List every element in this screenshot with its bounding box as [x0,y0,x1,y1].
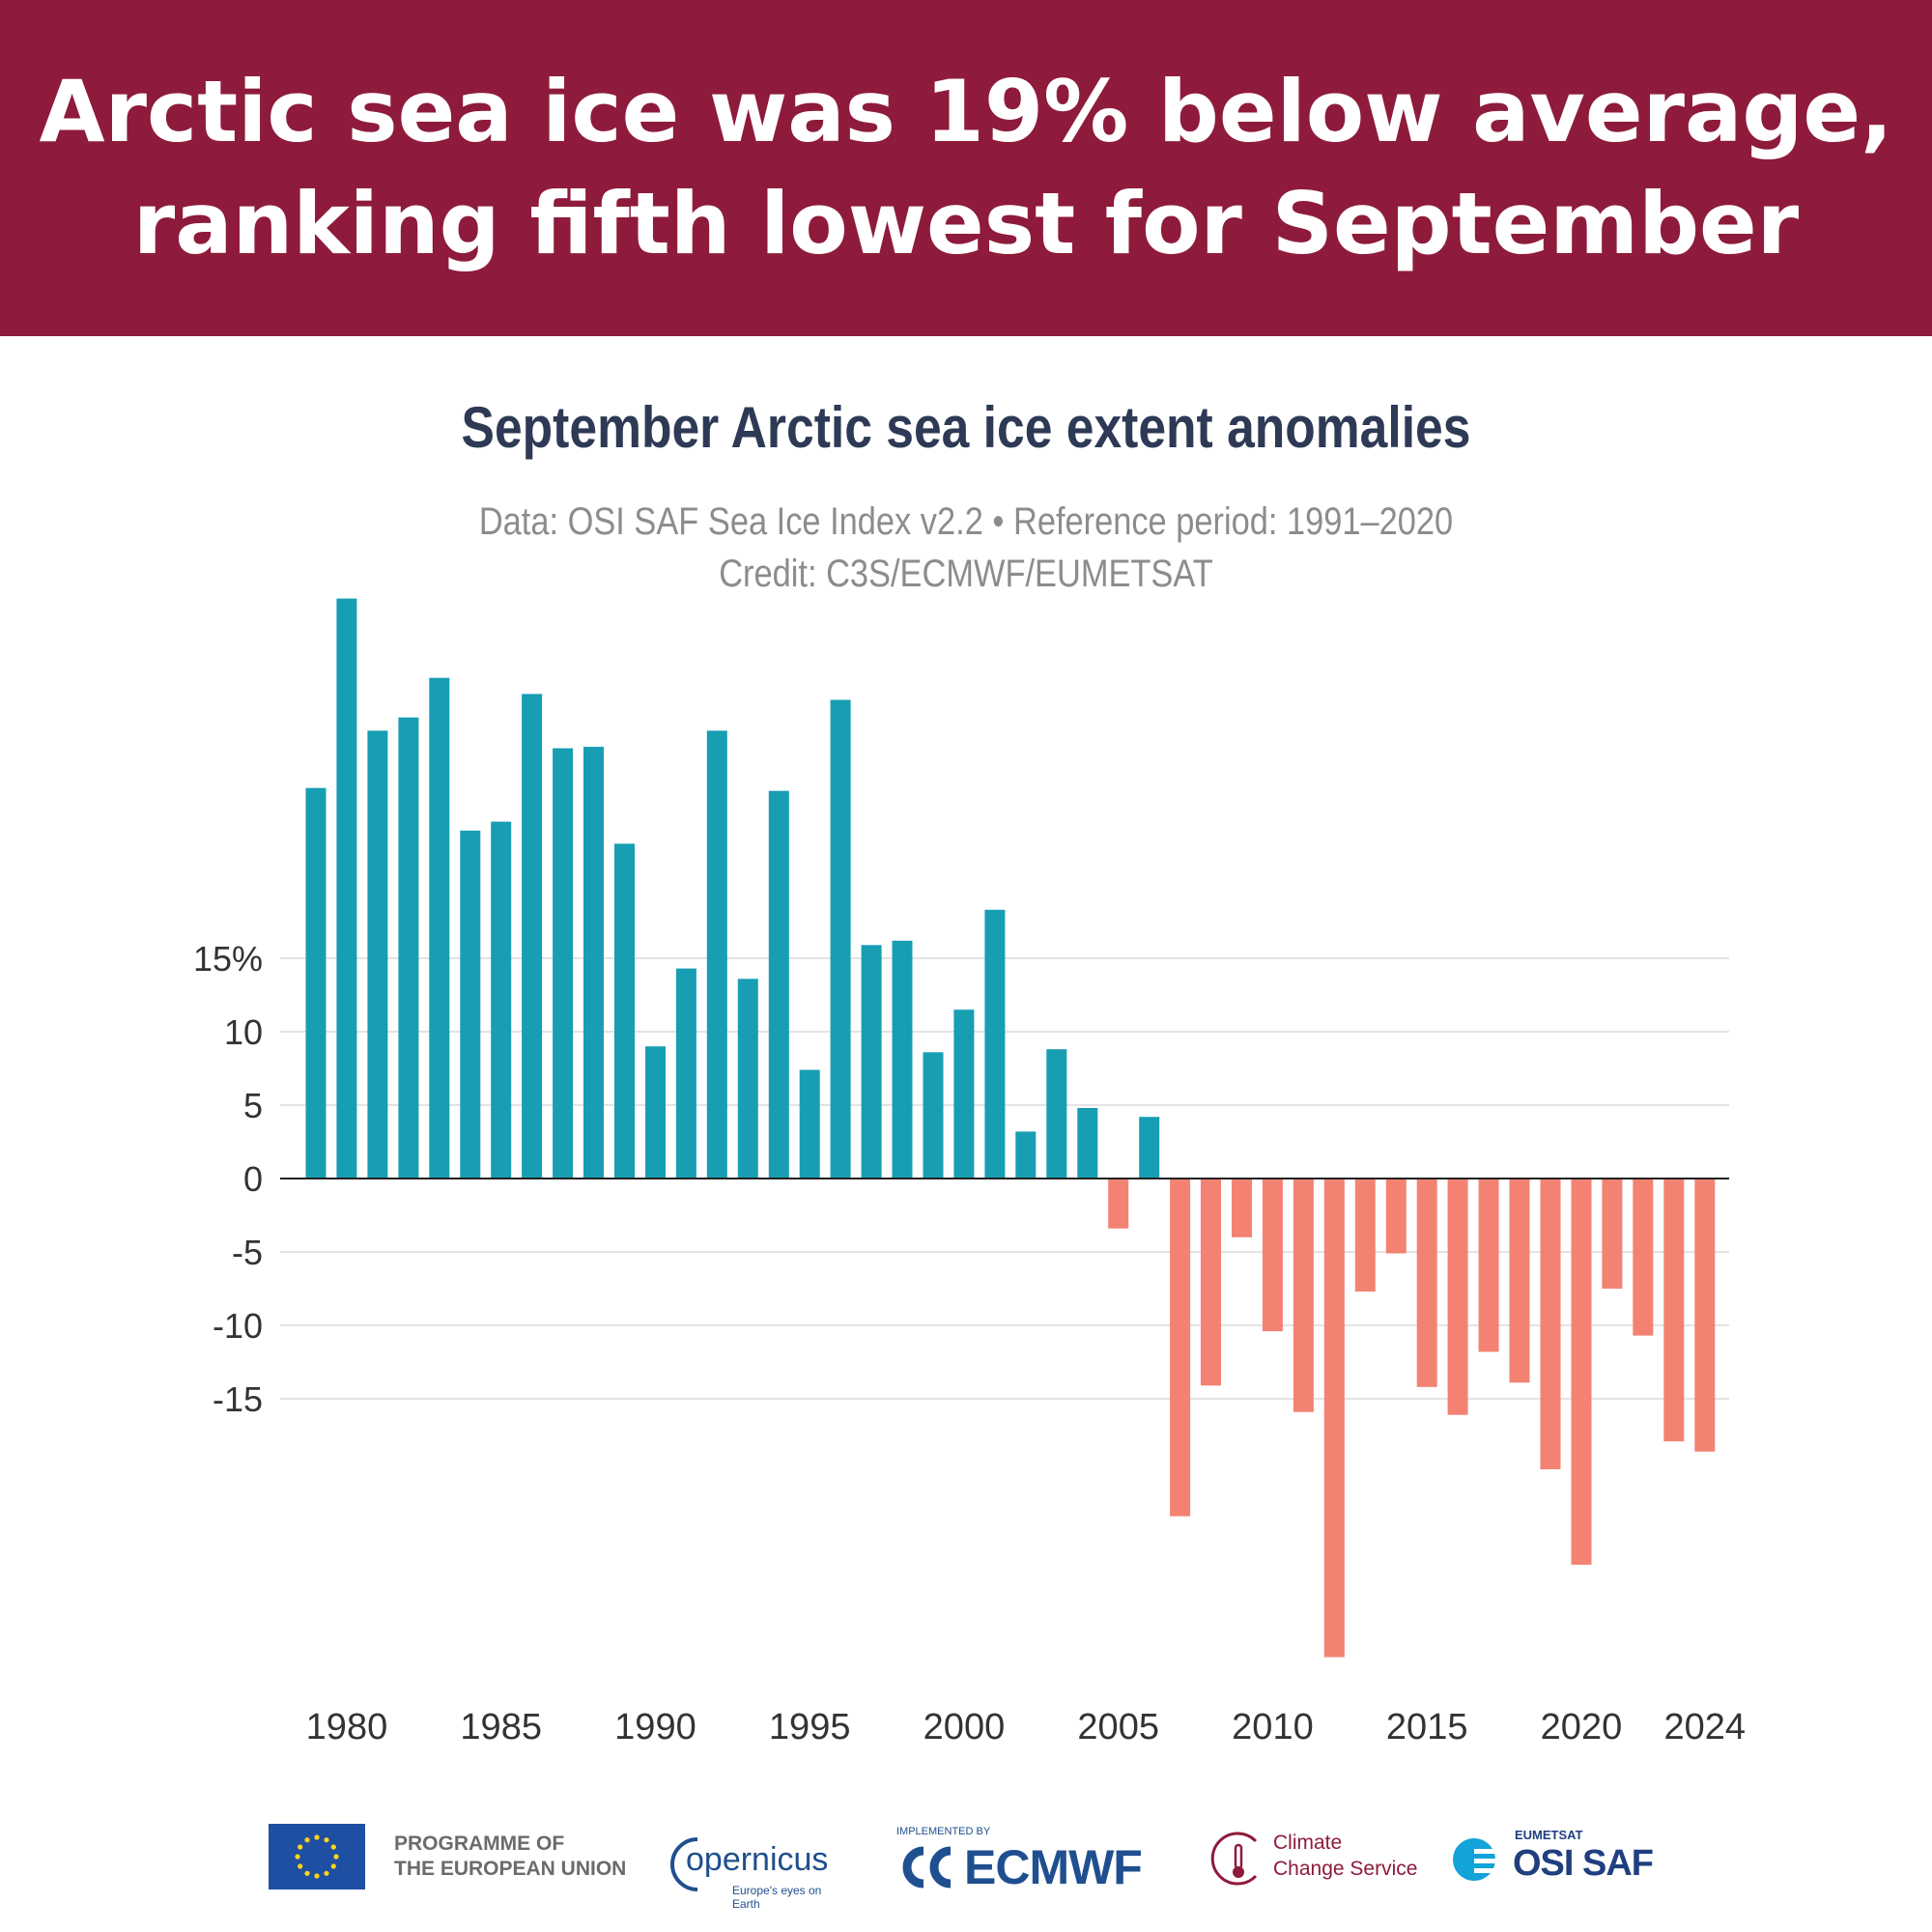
x-tick-label: 2000 [923,1707,1006,1747]
bar-2023 [1663,1179,1685,1442]
x-tick-label: 2010 [1232,1707,1314,1747]
x-tick-label: 2015 [1386,1707,1468,1747]
bar-1988 [583,747,604,1179]
x-tick-label: 2020 [1541,1707,1623,1747]
bar-1996 [830,699,851,1179]
x-tick-label: 2024 [1663,1707,1746,1747]
bar-1986 [522,694,543,1179]
eu-flag-icon [269,1824,365,1889]
climate-change-service-icon [1208,1828,1269,1889]
y-tick-label: 5 [243,1086,263,1125]
bar-2000 [953,1009,975,1179]
bar-2015 [1416,1179,1437,1387]
bar-2017 [1478,1179,1499,1352]
ecmwf-logo-text: ECMWF [964,1840,1143,1894]
bar-1999 [923,1052,944,1179]
x-tick-label: 1980 [306,1707,388,1747]
bar-1992 [706,730,727,1179]
bar-1983 [429,677,450,1179]
climate-change-service-text: Climate Change Service [1273,1832,1418,1880]
partner-logos: PROGRAMME OF THE EUROPEAN UNION opernicu… [0,1806,1932,1913]
bar-2003 [1046,1049,1067,1179]
osi-saf-icon [1451,1835,1509,1884]
eumetsat-text: EUMETSAT [1515,1828,1583,1842]
bar-1985 [491,821,512,1179]
bar-1998 [892,940,913,1179]
x-tick-label: 1985 [460,1707,542,1747]
bar-1987 [553,748,574,1179]
bar-2004 [1077,1108,1098,1179]
bar-2006 [1139,1117,1160,1179]
bar-2019 [1540,1179,1561,1469]
bar-2013 [1354,1179,1376,1292]
bar-2022 [1633,1179,1654,1336]
ecmwf-implemented-by: IMPLEMENTED BY [896,1826,991,1837]
bar-2005 [1108,1179,1129,1229]
bar-2008 [1201,1179,1221,1386]
bar-2021 [1602,1179,1623,1289]
chart-subtitle: Data: OSI SAF Sea Ice Index v2.2 • Refer… [478,500,1454,543]
y-tick-label: 0 [243,1159,263,1199]
bar-1994 [768,790,789,1179]
bar-2001 [984,909,1006,1179]
bar-2016 [1447,1179,1468,1415]
bar-1982 [398,717,419,1179]
eu-programme-text: PROGRAMME OF THE EUROPEAN UNION [394,1833,627,1880]
y-tick-label: -5 [232,1233,263,1272]
bar-2010 [1262,1179,1283,1332]
x-tick-label: 2005 [1077,1707,1159,1747]
headline-line-2: ranking fifth lowest for September [132,174,1800,273]
bar-1993 [737,979,758,1179]
bar-2009 [1232,1179,1252,1237]
headline-banner: Arctic sea ice was 19% below average, ra… [0,0,1932,336]
y-tick-label: 10 [224,1012,263,1052]
bar-1991 [675,968,696,1179]
bar-2020 [1571,1179,1592,1565]
headline-line-1: Arctic sea ice was 19% below average, [39,62,1893,161]
bar-2014 [1385,1179,1406,1254]
bar-1979 [305,787,327,1179]
y-tick-label: -10 [213,1306,263,1346]
bar-2018 [1509,1179,1530,1383]
bar-1984 [460,830,481,1179]
x-tick-label: 1995 [769,1707,851,1747]
chart-credit: Credit: C3S/ECMWF/EUMETSAT [719,553,1213,595]
chart-title: September Arctic sea ice extent anomalie… [461,395,1471,460]
y-tick-label: 15% [193,939,263,979]
bar-1980 [336,598,357,1179]
bar-1997 [861,945,882,1179]
bar-1995 [799,1069,820,1179]
bar-2024 [1694,1179,1716,1452]
bar-2002 [1015,1131,1037,1179]
bar-2012 [1323,1179,1345,1658]
bar-1989 [614,843,635,1179]
bar-1990 [645,1046,666,1179]
bar-2011 [1293,1179,1314,1412]
x-tick-label: 1990 [614,1707,696,1747]
bar-1981 [367,730,388,1179]
ecmwf-icon [895,1843,962,1891]
osi-saf-text: OSI SAF [1513,1843,1654,1884]
y-tick-label: -15 [213,1379,263,1419]
bar-2007 [1170,1179,1191,1517]
copernicus-logo: opernicus Europe's eyes on Earth [659,1826,842,1911]
